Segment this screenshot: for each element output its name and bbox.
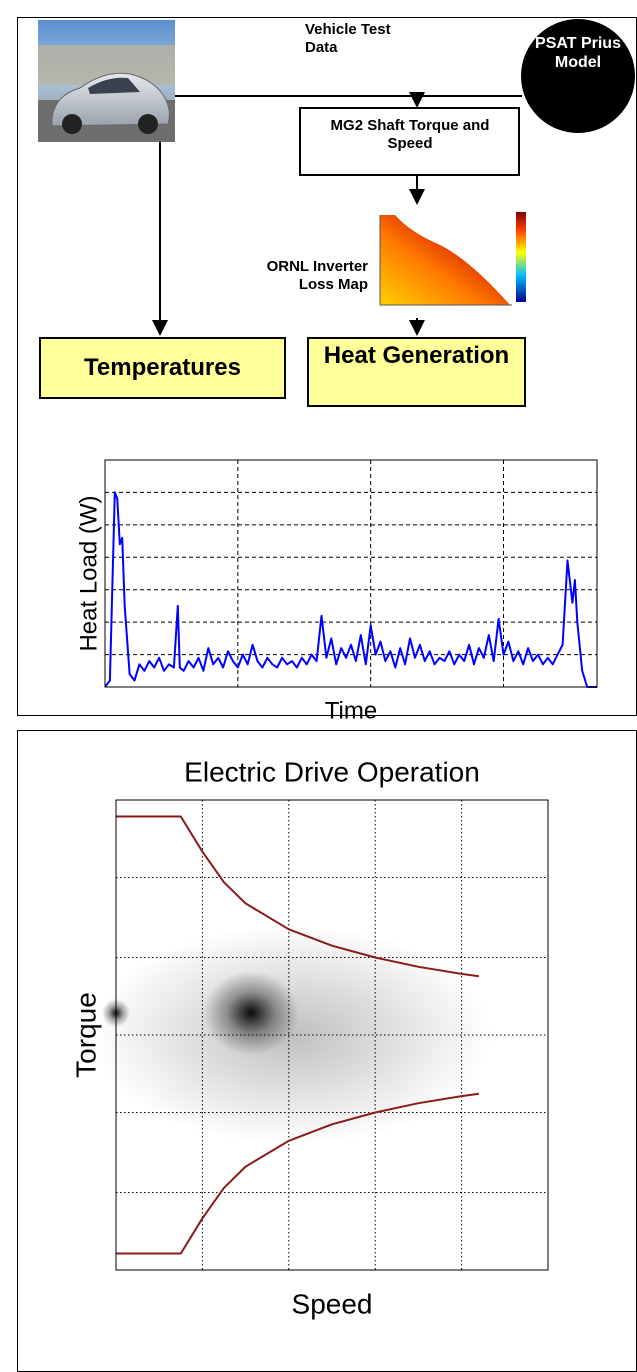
x-axis-label: Speed bbox=[292, 1288, 373, 1319]
shaft-box bbox=[299, 107, 520, 176]
heat-generation-label: Heat Generation bbox=[323, 342, 510, 369]
density-core bbox=[203, 971, 299, 1055]
plot-frame bbox=[115, 799, 549, 1271]
model-circle bbox=[521, 19, 635, 133]
temperatures-box bbox=[39, 337, 286, 399]
vehicle-photo bbox=[38, 20, 175, 142]
loss-map-image bbox=[372, 205, 532, 318]
temperatures-label: Temperatures bbox=[84, 354, 241, 381]
data-line bbox=[104, 491, 597, 688]
shaft-label: MG2 Shaft Torque and Speed bbox=[330, 117, 490, 152]
model-label: PSAT Prius Model bbox=[535, 35, 621, 72]
data-line bbox=[116, 1092, 480, 1255]
plot-frame bbox=[104, 459, 598, 688]
y-axis-label: Torque bbox=[70, 992, 101, 1078]
plot-area bbox=[105, 460, 597, 687]
loss-map-label: ORNL Inverter Loss Map bbox=[266, 258, 368, 293]
chart-title: Electric Drive Operation bbox=[184, 756, 480, 787]
heat-generation-box bbox=[307, 337, 526, 407]
x-axis-label: Time bbox=[325, 697, 377, 724]
vehicle-label: Vehicle Test Data bbox=[305, 21, 391, 56]
data-line bbox=[116, 815, 480, 978]
y-axis-label: Heat Load (W) bbox=[75, 495, 102, 651]
